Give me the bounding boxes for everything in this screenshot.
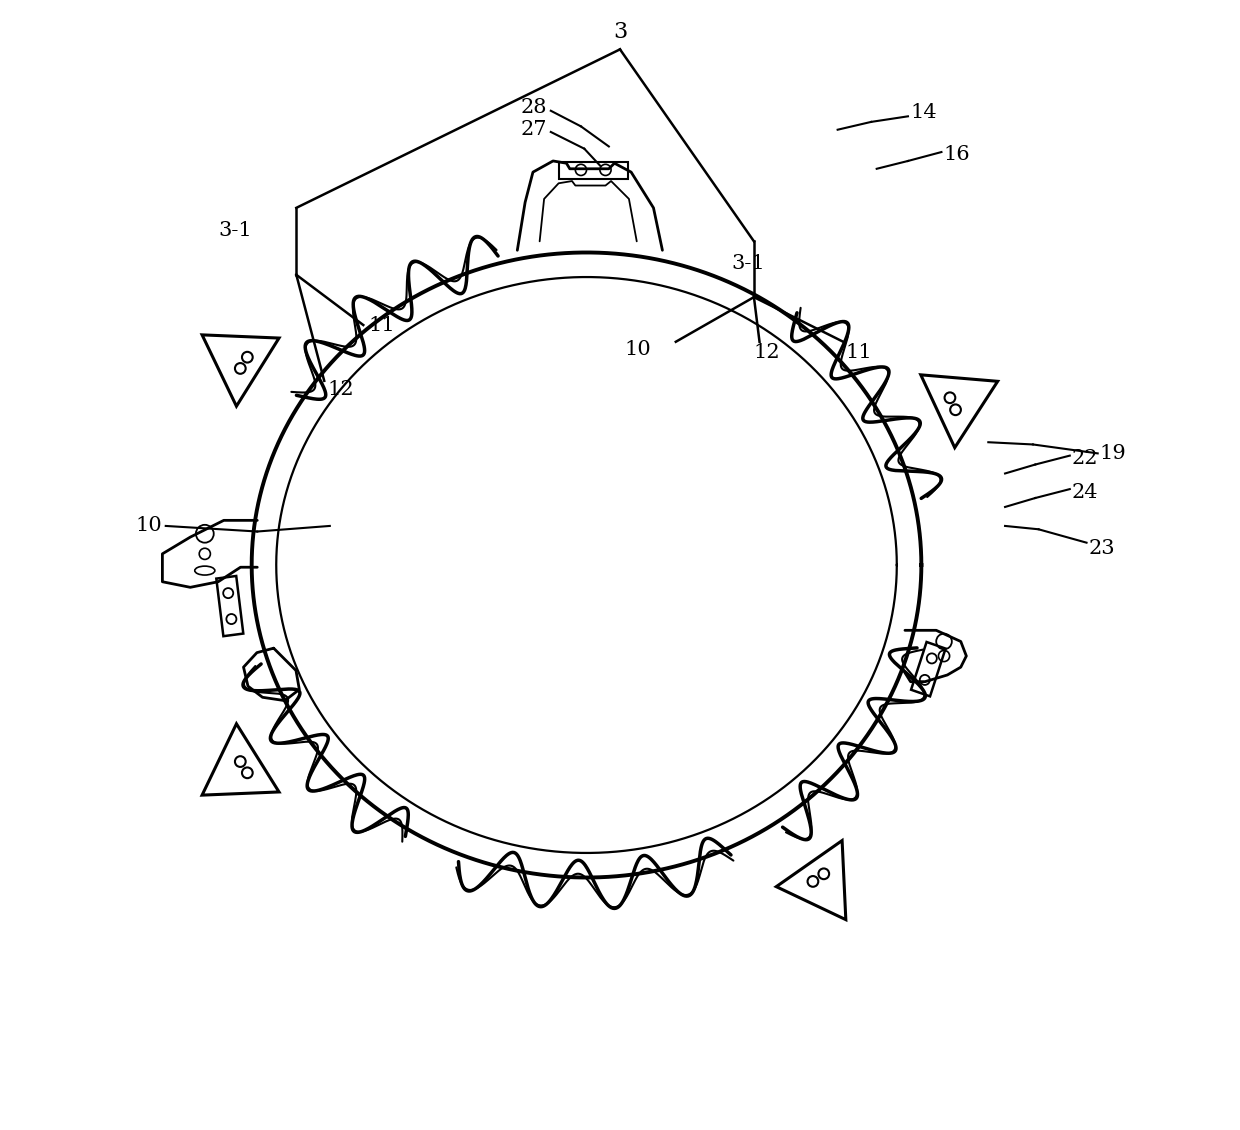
Text: 3-1: 3-1 — [732, 253, 765, 272]
Text: 24: 24 — [1073, 483, 1099, 502]
Text: 23: 23 — [1089, 539, 1116, 558]
Text: 19: 19 — [1100, 444, 1127, 463]
Text: 22: 22 — [1073, 450, 1099, 469]
Text: 3-1: 3-1 — [218, 220, 252, 240]
Text: 12: 12 — [754, 344, 780, 363]
Text: 12: 12 — [327, 381, 355, 399]
Text: 27: 27 — [521, 120, 547, 139]
Text: 3: 3 — [613, 20, 627, 43]
Text: 11: 11 — [846, 344, 872, 363]
Text: 14: 14 — [910, 104, 936, 122]
Text: 10: 10 — [625, 340, 651, 359]
Text: 10: 10 — [135, 516, 162, 536]
Text: 16: 16 — [944, 145, 970, 164]
Text: 11: 11 — [368, 315, 396, 334]
Text: 28: 28 — [521, 98, 547, 116]
